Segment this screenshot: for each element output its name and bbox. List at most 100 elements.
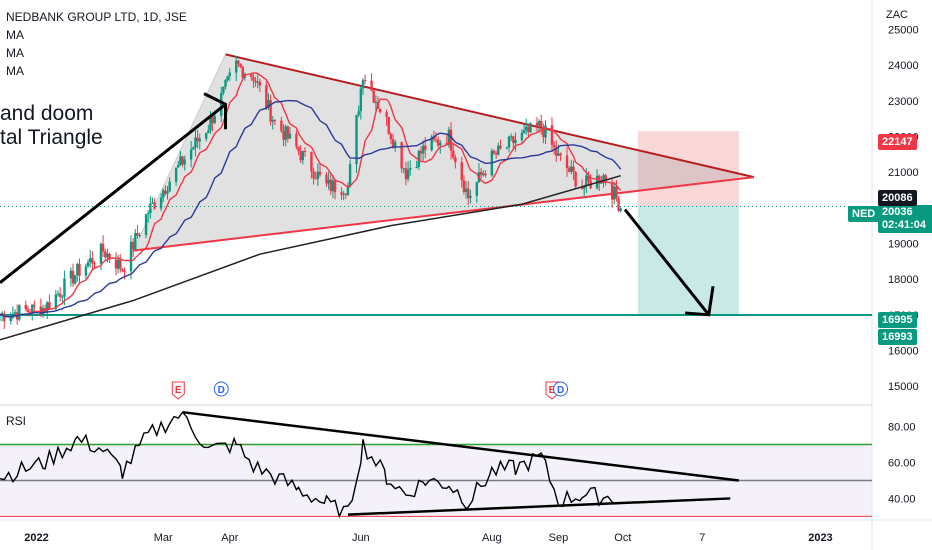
- candle-body: [146, 213, 150, 215]
- candle-body: [331, 180, 335, 192]
- price-tick-label: 18000: [888, 274, 919, 286]
- indicator-ma-2[interactable]: MA: [6, 46, 24, 60]
- candle-body: [86, 262, 90, 267]
- candle-body: [288, 133, 292, 139]
- candle-body: [436, 139, 440, 146]
- candle-body: [445, 142, 448, 145]
- candle-body: [604, 175, 607, 183]
- candle-body: [153, 202, 156, 209]
- ma-mid-line: [0, 99, 622, 318]
- price-tick-label: 16000: [888, 345, 919, 357]
- rsi-lower-trendline: [347, 497, 731, 516]
- candle-body: [617, 198, 620, 211]
- candle-body: [174, 167, 178, 182]
- candle-body: [192, 147, 195, 150]
- candle-body: [252, 76, 255, 81]
- candle-body: [284, 126, 287, 140]
- time-tick-label: Aug: [482, 532, 502, 544]
- candle-body: [447, 129, 451, 145]
- candle-body: [325, 174, 328, 184]
- candle-body: [585, 175, 588, 186]
- candle-body: [555, 147, 558, 156]
- candle-body: [63, 278, 66, 297]
- candle-body: [138, 235, 141, 237]
- rsi-title[interactable]: RSI: [6, 414, 27, 428]
- candle-body: [327, 179, 330, 184]
- candle-body: [540, 121, 543, 127]
- candle-body: [600, 182, 603, 184]
- candle-body: [258, 81, 262, 86]
- price-tick-label: 21000: [888, 167, 919, 179]
- rsi-tick-label: 40.00: [888, 493, 916, 505]
- triangle-lower-trendline: [133, 176, 754, 252]
- candle-body: [9, 317, 12, 321]
- candle-body: [355, 115, 358, 165]
- time-tick-label: 2023: [808, 532, 832, 544]
- candle-body: [342, 193, 345, 195]
- last-price-tag: 20036 02:41:04: [878, 205, 932, 233]
- candle-body: [84, 266, 88, 276]
- candle-body: [462, 180, 466, 192]
- candle-body: [144, 214, 148, 236]
- candle-body: [404, 168, 408, 180]
- candle-body: [303, 150, 307, 152]
- candle-body: [189, 149, 193, 160]
- candle-body: [469, 195, 472, 199]
- candle-body: [567, 168, 571, 172]
- candle-body: [613, 186, 616, 200]
- candle-body: [101, 243, 105, 252]
- countdown-value: 02:41:04: [882, 219, 927, 231]
- ma-fast-line: [0, 72, 622, 318]
- candle-body: [301, 150, 305, 161]
- last-price-value: 20036: [882, 206, 913, 218]
- candle-body: [348, 164, 352, 186]
- rsi-upper-trendline: [182, 410, 739, 482]
- candle-body: [312, 171, 315, 179]
- ma-slow-line: [0, 174, 621, 341]
- ma-price-tag: 20086: [878, 190, 917, 206]
- candle-body: [166, 191, 169, 194]
- candle-body: [484, 173, 487, 176]
- candle-body: [226, 76, 229, 81]
- candle-body: [572, 166, 575, 173]
- indicator-ma-1[interactable]: MA: [6, 28, 24, 42]
- candle-body: [570, 166, 573, 172]
- candle-body: [164, 190, 167, 194]
- chart-legend: NEDBANK GROUP LTD, 1D, JSE MA MA MA: [6, 8, 187, 80]
- candle-body: [196, 137, 199, 142]
- candle-body: [505, 147, 509, 149]
- candle-body: [357, 111, 360, 116]
- event-marker-label: D: [218, 385, 225, 396]
- candle-body: [76, 263, 79, 276]
- candle-body: [454, 157, 457, 163]
- candle-body: [522, 130, 526, 133]
- candle-body: [18, 304, 21, 320]
- candle-body: [89, 258, 92, 263]
- candle-body: [265, 85, 268, 108]
- candle-body: [402, 168, 405, 170]
- indicator-ma-3[interactable]: MA: [6, 64, 24, 78]
- candle-body: [61, 296, 64, 298]
- candle-body: [417, 150, 421, 168]
- candle-body: [48, 302, 51, 310]
- candle-body: [482, 173, 485, 176]
- candle-body: [374, 102, 378, 104]
- candle-body: [220, 92, 223, 116]
- candle-body: [529, 122, 532, 133]
- candle-body: [78, 263, 81, 276]
- pattern-note-line-2: tal Triangle: [0, 126, 103, 149]
- candle-body: [615, 186, 618, 199]
- candle-body: [415, 167, 418, 169]
- candle-body: [104, 251, 107, 258]
- rsi-tick-label: 60.00: [888, 458, 916, 470]
- candle-body: [56, 293, 60, 295]
- candle-body: [559, 153, 562, 156]
- stop-loss-zone: [637, 131, 739, 206]
- candle-body: [26, 309, 30, 312]
- candle-body: [385, 112, 388, 117]
- candle-body: [359, 88, 363, 112]
- candle-body: [241, 66, 244, 78]
- event-marker-label: D: [557, 385, 564, 396]
- candle-body: [198, 138, 201, 142]
